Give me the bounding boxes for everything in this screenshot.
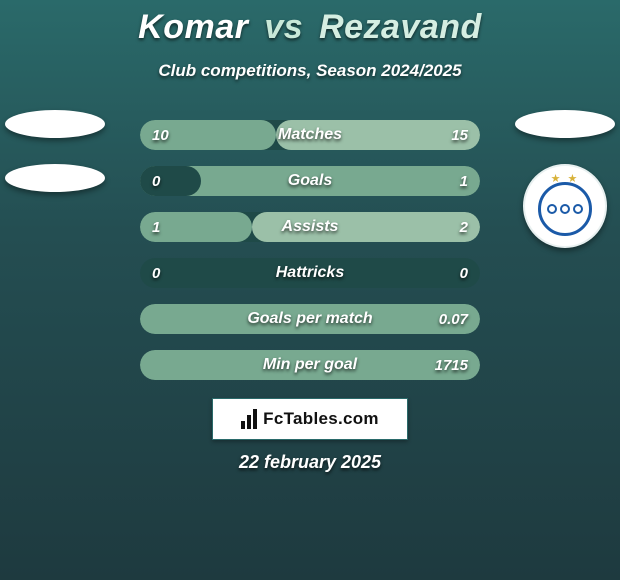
stat-left-value: 0 (152, 166, 160, 196)
stat-bars: Matches1015Goals01Assists12Hattricks00Go… (140, 120, 480, 380)
stat-right-value: 0.07 (439, 304, 468, 334)
stat-label: Min per goal (140, 350, 480, 380)
right-player-column: ★ ★ (510, 110, 620, 248)
fctables-logo-icon (241, 409, 257, 429)
stat-left-value: 0 (152, 258, 160, 288)
date-label: 22 february 2025 (239, 452, 381, 473)
brand-badge: FcTables.com (212, 398, 408, 440)
vs-label: vs (258, 8, 309, 46)
stat-left-value: 1 (152, 212, 160, 242)
brand-text: FcTables.com (263, 409, 379, 429)
crest-stars-icon: ★ ★ (551, 172, 580, 185)
stat-left-value: 10 (152, 120, 169, 150)
stat-right-value: 1715 (435, 350, 468, 380)
player2-name: Rezavand (319, 8, 482, 46)
stat-bar: Goals0 1 (140, 166, 480, 196)
stat-bar: Assists1 2 (140, 212, 480, 242)
player1-avatar-placeholder (5, 110, 105, 138)
stat-label: Goals per match (140, 304, 480, 334)
player1-club-placeholder (5, 164, 105, 192)
stat-label: Goals (140, 166, 480, 196)
stat-right-value: 0 (460, 258, 468, 288)
stat-bar: Goals per match0.07 (140, 304, 480, 334)
crest-rings-icon (538, 182, 592, 236)
stat-right-value: 2 (460, 212, 468, 242)
left-player-column (0, 110, 110, 192)
player2-avatar-placeholder (515, 110, 615, 138)
comparison-title: Komar vs Rezavand (0, 8, 620, 47)
stat-label: Hattricks (140, 258, 480, 288)
stat-right-value: 1 (460, 166, 468, 196)
stat-bar: Min per goal1715 (140, 350, 480, 380)
subtitle: Club competitions, Season 2024/2025 (0, 61, 620, 81)
stat-bar: Matches10 15 (140, 120, 480, 150)
stat-bar: Hattricks0 0 (140, 258, 480, 288)
stat-label: Assists (140, 212, 480, 242)
player1-name: Komar (138, 8, 248, 46)
stat-right-value: 15 (451, 120, 468, 150)
stat-label: Matches (140, 120, 480, 150)
player2-club-crest: ★ ★ (523, 164, 607, 248)
